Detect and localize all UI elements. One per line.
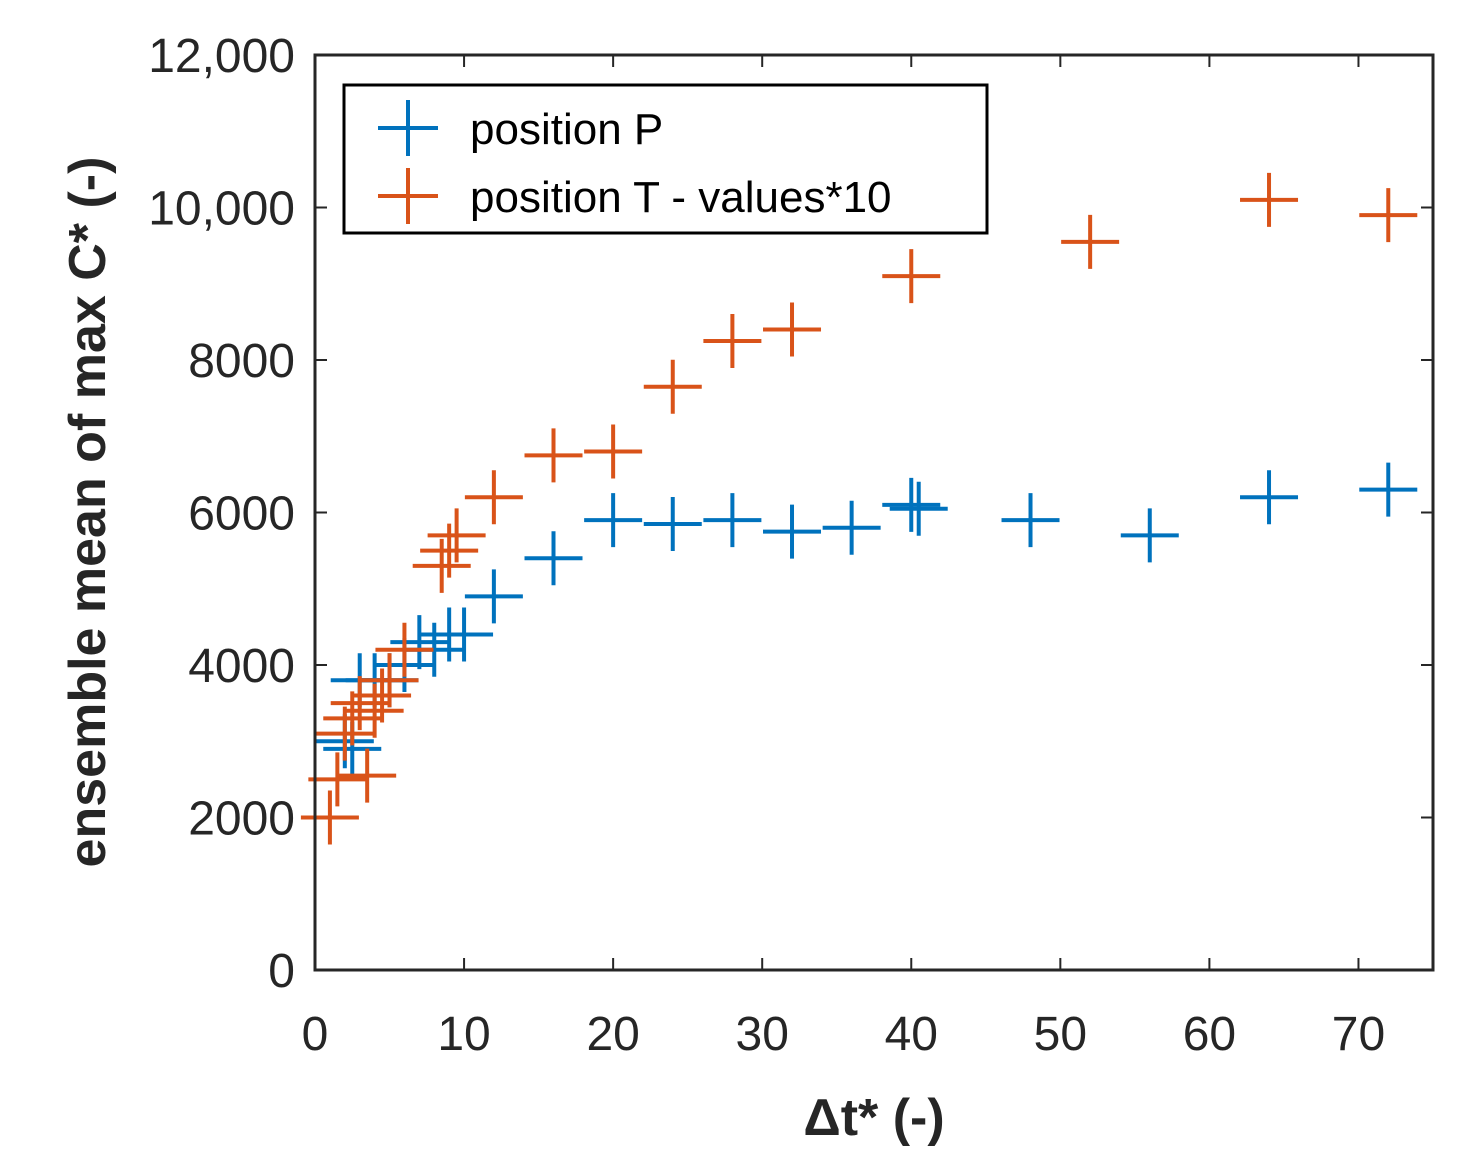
legend-marker-position-p (378, 100, 438, 156)
x-axis-label: Δt* (-) (803, 1089, 944, 1147)
point-position-p (882, 477, 941, 532)
point-position-t (300, 790, 359, 845)
y-tick-label: 12,000 (148, 30, 295, 83)
point-position-t (353, 668, 412, 723)
point-position-p (1120, 508, 1179, 563)
point-position-t (412, 538, 471, 593)
y-tick-label: 0 (268, 945, 295, 998)
legend-label-position-t: position T - values*10 (470, 173, 892, 222)
point-position-t (427, 508, 486, 563)
point-position-t (1061, 214, 1120, 269)
point-position-p (643, 496, 702, 551)
point-position-p (1001, 493, 1060, 548)
point-position-p (763, 504, 822, 559)
legend-box (342, 83, 989, 235)
point-position-t (464, 470, 523, 525)
point-position-t (323, 691, 382, 746)
point-position-t (345, 683, 404, 738)
x-tick-labels: 0 10 20 30 40 50 60 70 (302, 1008, 1386, 1061)
y-tick-label: 4000 (188, 640, 295, 693)
point-position-t (524, 428, 583, 483)
point-position-p (1359, 462, 1418, 517)
x-tick-label: 20 (586, 1008, 639, 1061)
x-tick-label: 70 (1332, 1008, 1385, 1061)
point-position-t (703, 313, 762, 368)
point-position-p (435, 607, 494, 662)
point-position-t (1240, 172, 1299, 227)
x-tick-label: 30 (736, 1008, 789, 1061)
point-position-t (315, 706, 374, 761)
y-tick-label: 8000 (188, 335, 295, 388)
x-tick-label: 40 (885, 1008, 938, 1061)
x-tick-label: 60 (1183, 1008, 1236, 1061)
y-axis-label: ensemble mean of max C* (-) (59, 157, 117, 868)
x-tick-label: 50 (1034, 1008, 1087, 1061)
point-position-t (330, 676, 389, 731)
point-position-t (763, 302, 822, 357)
legend-label-position-p: position P (470, 105, 663, 154)
plot-area-frame (313, 53, 1435, 972)
data-points (300, 172, 1418, 845)
y-tick-labels: 0 2000 4000 6000 8000 10,000 12,000 (148, 30, 295, 998)
point-position-t (1359, 188, 1418, 243)
point-position-p (524, 531, 583, 586)
legend-marker-position-t (378, 168, 438, 224)
point-position-p (822, 500, 881, 555)
x-tick-label: 10 (437, 1008, 490, 1061)
point-position-t (643, 359, 702, 414)
point-position-t (308, 752, 367, 807)
point-position-t (420, 523, 479, 578)
y-tick-label: 2000 (188, 793, 295, 846)
y-tick-label: 6000 (188, 488, 295, 541)
point-position-t (338, 748, 397, 803)
point-position-t (375, 622, 434, 677)
point-position-p (703, 493, 762, 548)
point-position-p (889, 481, 948, 536)
point-position-t (882, 249, 941, 304)
point-position-p (584, 493, 643, 548)
point-position-p (464, 569, 523, 624)
point-position-t (360, 653, 419, 708)
y-tick-label: 10,000 (148, 183, 295, 236)
x-tick-label: 0 (302, 1008, 329, 1061)
point-position-t (584, 424, 643, 479)
point-position-p (1240, 470, 1299, 525)
point-position-p (390, 615, 449, 670)
legend: position P position T - values*10 (342, 83, 989, 235)
